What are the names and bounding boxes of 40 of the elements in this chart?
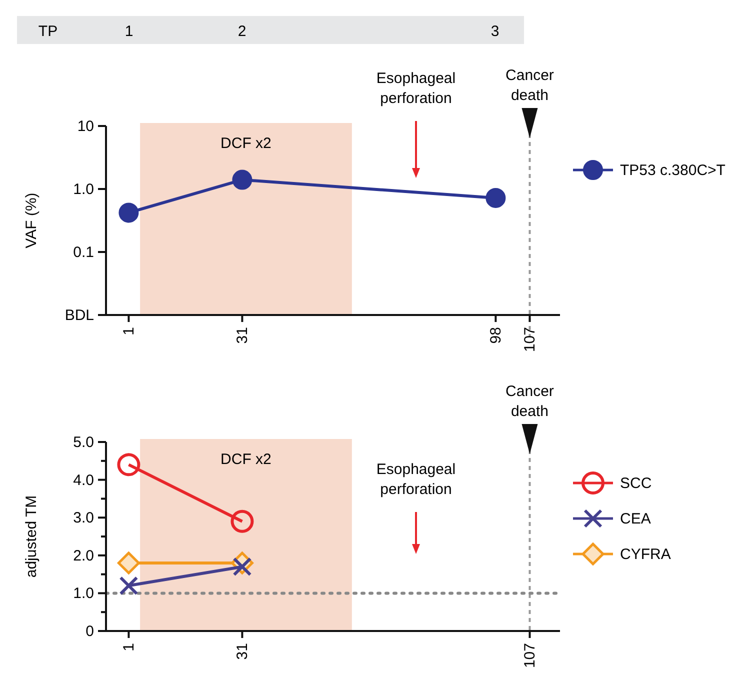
y-tick-label: 0 (86, 623, 94, 640)
y-tick-label: BDL (64, 307, 94, 324)
x-tick-label: 107 (522, 327, 539, 352)
text: TP (38, 23, 58, 40)
legend-label: CEA (620, 510, 651, 528)
point (230, 510, 254, 533)
y-tick-label: 2.0 (73, 547, 94, 564)
legend-label: SCC (620, 475, 652, 492)
legend-label: TP53 c.380C>T (620, 162, 726, 179)
point (118, 202, 139, 223)
band-label: DCF x2 (220, 135, 272, 152)
x-tick-label: 31 (234, 643, 252, 660)
text: 2 (238, 23, 246, 40)
text: 1 (124, 23, 134, 40)
x-tick-label: 98 (488, 327, 505, 344)
y-tick-label: 0.1 (73, 244, 94, 261)
y-axis-title: adjusted TM (23, 495, 40, 578)
y-tick-label: 1.0 (73, 181, 94, 198)
ref-line-label: Cancer death (506, 383, 554, 420)
text: Esophageal perforation (376, 70, 456, 107)
legend-label: CYFRA (620, 546, 671, 563)
point (486, 188, 506, 208)
point (232, 170, 252, 190)
ref-line-label: Cancer death (506, 67, 554, 104)
point (119, 576, 138, 596)
text: 3 (490, 23, 500, 40)
y-tick-label: 10 (77, 118, 94, 135)
band-label: DCF x2 (220, 451, 272, 468)
y-tick-label: 5.0 (73, 434, 94, 451)
point (117, 453, 140, 476)
y-tick-label: 4.0 (73, 472, 94, 489)
x-tick-label: 107 (522, 643, 539, 668)
x-tick-label: 31 (234, 327, 252, 344)
y-tick-label: 3.0 (73, 510, 94, 527)
point (117, 552, 140, 574)
y-axis-title: VAF (%) (23, 192, 40, 248)
y-tick-label: 1.0 (73, 585, 94, 602)
annotation: Esophageal perforation (376, 461, 456, 498)
x-tick-label: 1 (120, 643, 138, 652)
x-tick-label: 1 (120, 327, 138, 336)
